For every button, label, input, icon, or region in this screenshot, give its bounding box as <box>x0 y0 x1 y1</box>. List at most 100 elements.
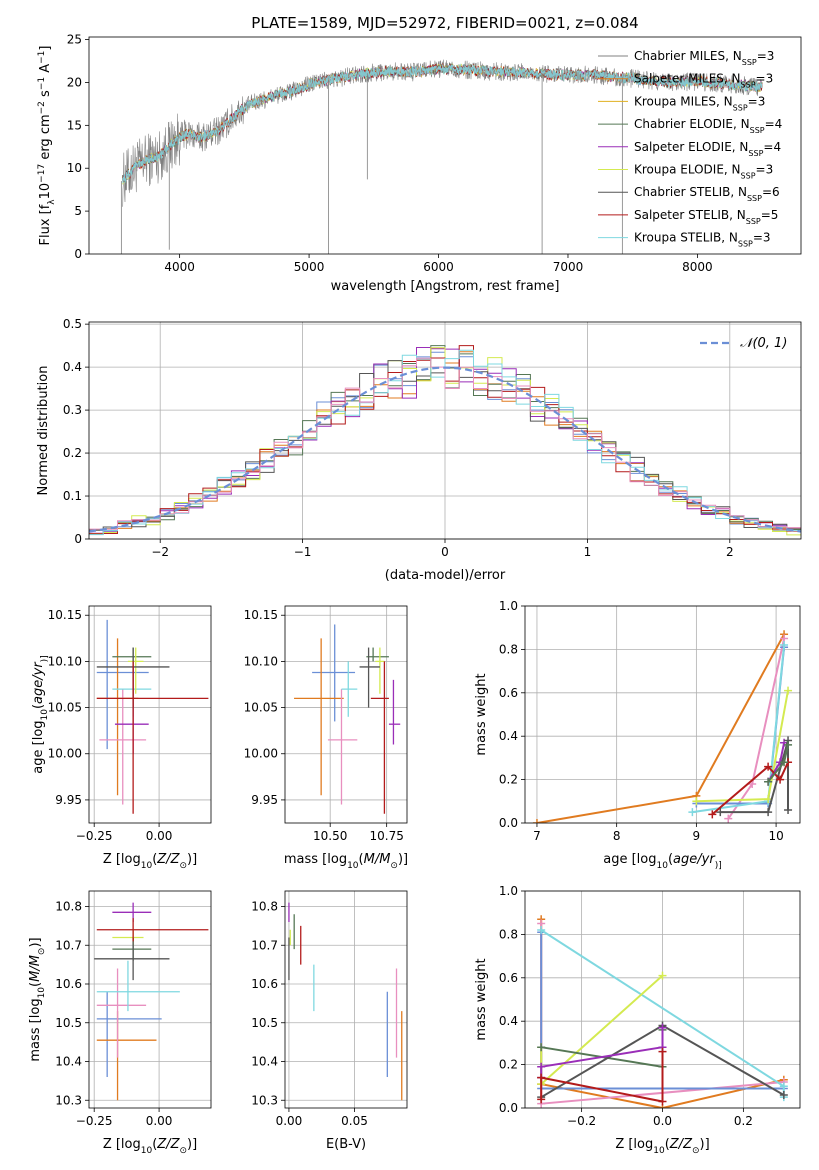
legend-entry: Salpeter STELIB, NSSP=5 <box>634 208 778 226</box>
spectrum-legend: Chabrier MILES, NSSP=3 Salpeter MILES, NS… <box>598 49 782 248</box>
weight-marker <box>658 971 667 980</box>
plot-area <box>96 619 209 814</box>
x-axis-label: Z [log10(Z/Z⊙)] <box>615 1137 709 1156</box>
y-tick-label: 0.2 <box>499 773 518 787</box>
weight-marker <box>537 1043 546 1052</box>
y-tick-label: 0.4 <box>63 360 82 374</box>
plot-area <box>537 915 788 1108</box>
weight-marker <box>537 1062 546 1071</box>
x-tick-label: −0.2 <box>567 1114 596 1128</box>
y-tick-label: 20 <box>67 75 82 89</box>
y-tick-label: 10 <box>67 161 82 175</box>
y-tick-label: 10.00 <box>48 747 82 761</box>
y-tick-label: 9.95 <box>251 793 278 807</box>
normal-curve <box>89 366 801 533</box>
panels: 4000 5000 6000 7000 80000510152025wavelength… <box>28 33 802 1156</box>
weight-series-line <box>540 1027 664 1078</box>
weight-marker <box>688 808 697 817</box>
panel-age-vs-mass: 10.50 10.75 9.95 10.00 10.05 10.10 10.15 mass [… <box>244 605 408 871</box>
x-tick-label: 10 <box>768 829 783 843</box>
plot-area <box>294 624 401 814</box>
y-axis-label: age [log10(age/yr)] <box>31 655 50 773</box>
y-tick-label: 0.8 <box>499 642 518 656</box>
weight-marker <box>537 1073 546 1082</box>
x-axis-label: Z [log10(Z/Z⊙)] <box>103 1137 197 1156</box>
x-tick-label: 6000 <box>423 260 454 274</box>
y-tick-label: 0.8 <box>499 927 518 941</box>
y-tick-label: 0 <box>74 247 82 261</box>
y-tick-label: 10.15 <box>48 608 82 622</box>
weight-marker <box>658 1047 667 1056</box>
weight-marker <box>779 1090 788 1099</box>
axes-frame <box>524 890 801 1109</box>
weight-marker <box>784 805 793 814</box>
x-tick-label: 8 <box>613 829 621 843</box>
x-tick-label: 0.00 <box>146 829 173 843</box>
weight-marker <box>537 1095 546 1104</box>
weight-marker <box>780 758 789 767</box>
axes-frame <box>88 36 802 255</box>
weight-series-line <box>540 1051 664 1103</box>
y-tick-label: 0.4 <box>499 1014 518 1028</box>
legend-entry: Kroupa ELODIE, NSSP=3 <box>634 163 773 181</box>
plot-area <box>94 902 209 1101</box>
y-tick-label: 10.3 <box>251 1093 278 1107</box>
x-tick-label: 0.00 <box>276 1114 303 1128</box>
axes-frame <box>88 605 212 824</box>
y-tick-label: 0.4 <box>499 729 518 743</box>
y-tick-label: 10.05 <box>244 701 278 715</box>
x-tick-label: 10.75 <box>369 829 403 843</box>
y-tick-label: 10.7 <box>251 938 278 952</box>
y-tick-label: 10.8 <box>251 900 278 914</box>
x-tick-label: 0.00 <box>146 1114 173 1128</box>
y-axis-label: Flux [fλ10−17 erg cm−2 s−1 A−1] <box>37 46 57 246</box>
y-tick-label: 10.4 <box>55 1055 82 1069</box>
axes-frame <box>88 890 212 1109</box>
weight-marker <box>780 641 789 650</box>
y-tick-label: 1.0 <box>499 599 518 613</box>
weight-marker <box>784 686 793 695</box>
y-tick-label: 10.6 <box>55 977 82 991</box>
y-tick-label: 0.0 <box>499 1101 518 1115</box>
x-tick-label: 0.05 <box>341 1114 368 1128</box>
y-tick-label: 10.10 <box>244 654 278 668</box>
x-axis-label: age [log10(age/yr)] <box>603 852 721 871</box>
legend-normal-label: 𝒩(0, 1) <box>740 336 787 351</box>
weight-marker <box>716 808 725 817</box>
x-axis-label: E(B-V) <box>326 1137 366 1152</box>
y-tick-label: 9.95 <box>55 793 82 807</box>
plot-area <box>120 59 763 254</box>
panel-mass-vs-Z: −0.25 0.00 10.3 10.4 10.5 10.6 10.7 10.8 Z [log1… <box>28 890 212 1156</box>
weight-marker <box>537 926 546 935</box>
y-tick-label: 10.6 <box>251 977 278 991</box>
weight-marker <box>776 775 785 784</box>
legend-entry: Chabrier ELODIE, NSSP=4 <box>634 117 782 135</box>
y-tick-label: 10.4 <box>251 1055 278 1069</box>
y-tick-label: 10.5 <box>251 1016 278 1030</box>
x-tick-label: 5000 <box>294 260 325 274</box>
y-tick-label: 0.1 <box>63 489 82 503</box>
x-axis-label: (data-model)/error <box>385 568 506 583</box>
weight-marker <box>532 819 541 823</box>
y-tick-label: 0.5 <box>63 317 82 331</box>
y-tick-label: 10.00 <box>244 747 278 761</box>
y-tick-label: 10.7 <box>55 938 82 952</box>
y-tick-label: 10.3 <box>55 1093 82 1107</box>
y-tick-label: 5 <box>74 204 82 218</box>
weight-marker <box>779 1082 788 1091</box>
x-tick-label: −0.25 <box>76 829 113 843</box>
model-spectrum-line <box>122 63 763 184</box>
y-tick-label: 1.0 <box>499 884 518 898</box>
legend-entry: Chabrier MILES, NSSP=3 <box>634 49 774 67</box>
panel-mass-vs-EBV: 0.00 0.05 10.3 10.4 10.5 10.6 10.7 10.8 E(B-V) <box>251 890 408 1152</box>
x-tick-label: 0.2 <box>734 1114 753 1128</box>
x-tick-label: 0.0 <box>653 1114 672 1128</box>
x-tick-label: 0 <box>441 545 449 559</box>
y-axis-label: mass [log10(M/M⊙)] <box>28 937 47 1061</box>
plot-area <box>288 902 403 1101</box>
weight-marker <box>764 777 773 786</box>
y-tick-label: 10.10 <box>48 654 82 668</box>
y-tick-label: 10.8 <box>55 900 82 914</box>
